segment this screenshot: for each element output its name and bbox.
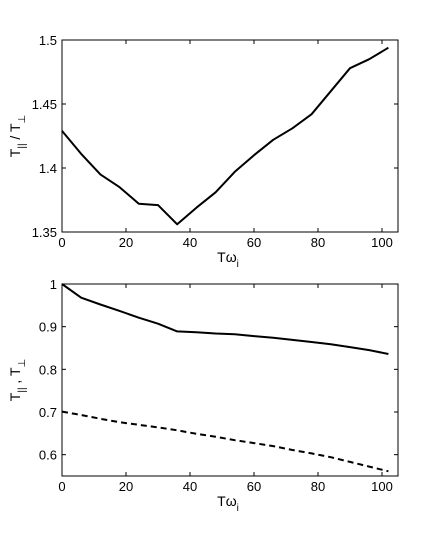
x-tick-label: 20 — [119, 235, 133, 250]
y-axis-label: T|| / T⊥ — [7, 115, 28, 157]
x-tick-label: 20 — [119, 479, 133, 494]
y-tick-label: 0.6 — [39, 448, 57, 463]
series-line-2-dashed — [61, 410, 389, 473]
y-tick-label: 0.7 — [39, 405, 57, 420]
y-tick-label: 1.4 — [39, 161, 57, 176]
series-line-1-solid — [61, 283, 389, 355]
chart-panel-2: 0 20 40 60 80 100 0.6 0.7 0.8 0.9 1 Tωi T|| , T⊥ — [7, 277, 399, 514]
y-axis-label: T|| , T⊥ — [7, 359, 28, 401]
x-tick-label: 60 — [247, 479, 261, 494]
series-line-1-solid — [61, 46, 389, 226]
x-tick-label: 40 — [183, 235, 197, 250]
y-tick-label: 1.45 — [32, 97, 57, 112]
x-tick-label: 100 — [371, 479, 393, 494]
x-tick-label: 100 — [371, 235, 393, 250]
plot-frame — [61, 283, 399, 477]
chart-panel-1: 0 20 40 60 80 100 1.35 1.4 1.45 1.5 Tωi T|| / T⊥ — [7, 33, 399, 270]
x-tick-label: 80 — [311, 479, 325, 494]
y-tick-label: 0.8 — [39, 362, 57, 377]
y-tick-label: 1 — [50, 277, 57, 292]
x-tick-label: 60 — [247, 235, 261, 250]
x-tick-label: 0 — [58, 235, 65, 250]
x-tick-label: 40 — [183, 479, 197, 494]
x-tick-label: 80 — [311, 235, 325, 250]
y-tick-label: 1.35 — [32, 225, 57, 240]
y-tick-label: 1.5 — [39, 33, 57, 48]
x-axis-label: Tωi — [217, 249, 239, 270]
x-axis-label: Tωi — [217, 493, 239, 514]
x-tick-label: 0 — [58, 479, 65, 494]
y-tick-label: 0.9 — [39, 320, 57, 335]
plot-frame — [61, 39, 399, 233]
